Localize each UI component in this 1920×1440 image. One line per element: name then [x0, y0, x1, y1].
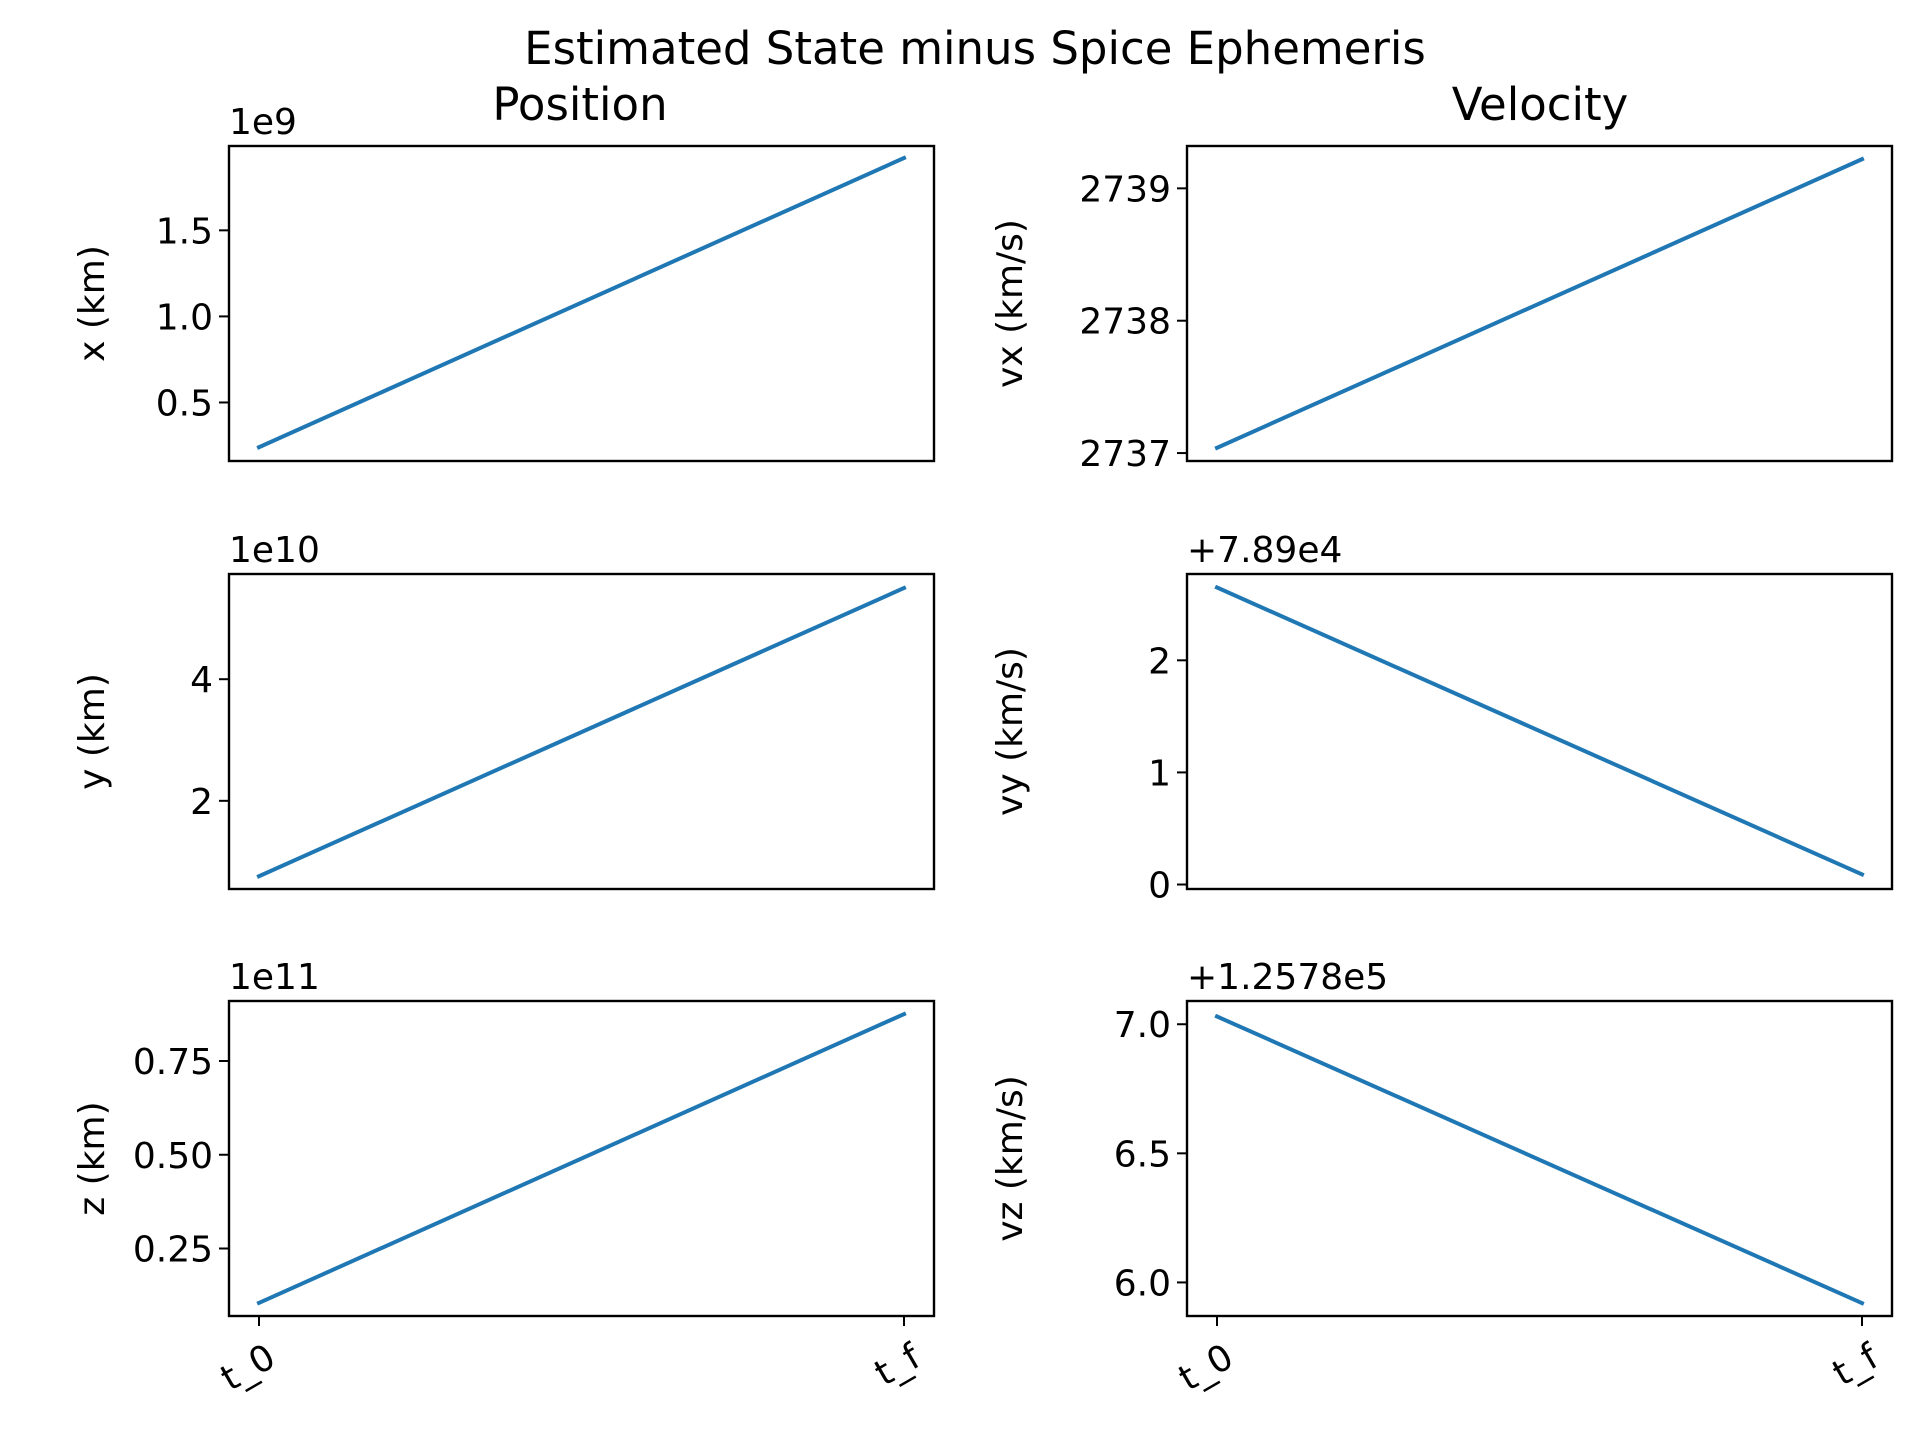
y-tick-label: 7.0 — [1114, 1005, 1171, 1046]
y-tick-label: 2737 — [1079, 434, 1171, 475]
x-tick-label: t_0 — [214, 1336, 282, 1399]
y-axis-label: x (km) — [72, 245, 113, 362]
y-axis-label: y (km) — [72, 673, 113, 790]
y-tick-label: 1.0 — [156, 297, 213, 338]
column-title-velocity: Velocity — [1452, 78, 1629, 131]
y-axis-label: vy (km/s) — [990, 647, 1031, 816]
x-tick-label: t_f — [1826, 1336, 1886, 1395]
axes-frame — [1185, 144, 1894, 463]
y-tick-label: 2 — [1148, 641, 1171, 682]
subplot-vy: 0 1 2 +7.89e4 vy (km/s) — [990, 530, 1894, 907]
y-axis-label: z (km) — [72, 1101, 113, 1215]
y-tick-label: 0.5 — [156, 383, 213, 424]
axis-offset-text: 1e9 — [229, 102, 297, 143]
axes-frame — [227, 144, 936, 463]
series-line — [256, 585, 907, 879]
axis-offset-text: +7.89e4 — [1187, 530, 1342, 571]
subplot-z: 0.25 0.50 0.75 1e11 z (km) t_0 t_f — [72, 957, 936, 1399]
subplot-y: 2 4 1e10 y (km) — [72, 530, 936, 891]
y-axis-label: vx (km/s) — [990, 219, 1031, 388]
y-tick-label: 2739 — [1079, 169, 1171, 210]
series-line — [1214, 156, 1865, 451]
subplot-x: 0.5 1.0 1.5 1e9 x (km) — [72, 102, 936, 463]
y-axis-label: vz (km/s) — [990, 1075, 1031, 1242]
series-line — [256, 1011, 907, 1306]
subplot-vx: 2737 2738 2739 vx (km/s) — [990, 144, 1894, 475]
axis-offset-text: 1e11 — [229, 957, 320, 998]
y-tick-label: 6.5 — [1114, 1134, 1171, 1175]
axes-frame — [227, 999, 936, 1318]
x-tick-label: t_f — [868, 1336, 928, 1395]
y-tick-label: 2738 — [1079, 302, 1171, 343]
figure-title: Estimated State minus Spice Ephemeris — [524, 22, 1426, 75]
axes-frame — [227, 572, 936, 891]
axis-offset-text: +1.2578e5 — [1187, 957, 1388, 998]
axes-frame — [1185, 572, 1894, 891]
subplot-vz: 6.0 6.5 7.0 +1.2578e5 vz (km/s) t_0 t_f — [990, 957, 1894, 1399]
y-tick-label: 0.75 — [133, 1042, 213, 1083]
axes-frame — [1185, 999, 1894, 1318]
axis-offset-text: 1e10 — [229, 530, 320, 571]
y-tick-label: 0 — [1148, 866, 1171, 907]
y-tick-label: 4 — [190, 660, 213, 701]
y-tick-label: 0.25 — [133, 1230, 213, 1271]
y-tick-label: 2 — [190, 782, 213, 823]
y-tick-label: 6.0 — [1114, 1263, 1171, 1304]
x-tick-label: t_0 — [1172, 1336, 1240, 1399]
series-line — [1214, 584, 1865, 878]
column-title-position: Position — [492, 78, 667, 131]
y-tick-label: 1 — [1148, 753, 1171, 794]
y-tick-label: 1.5 — [156, 211, 213, 252]
series-line — [256, 155, 907, 450]
series-line — [1214, 1013, 1865, 1306]
y-tick-label: 0.50 — [133, 1136, 213, 1177]
